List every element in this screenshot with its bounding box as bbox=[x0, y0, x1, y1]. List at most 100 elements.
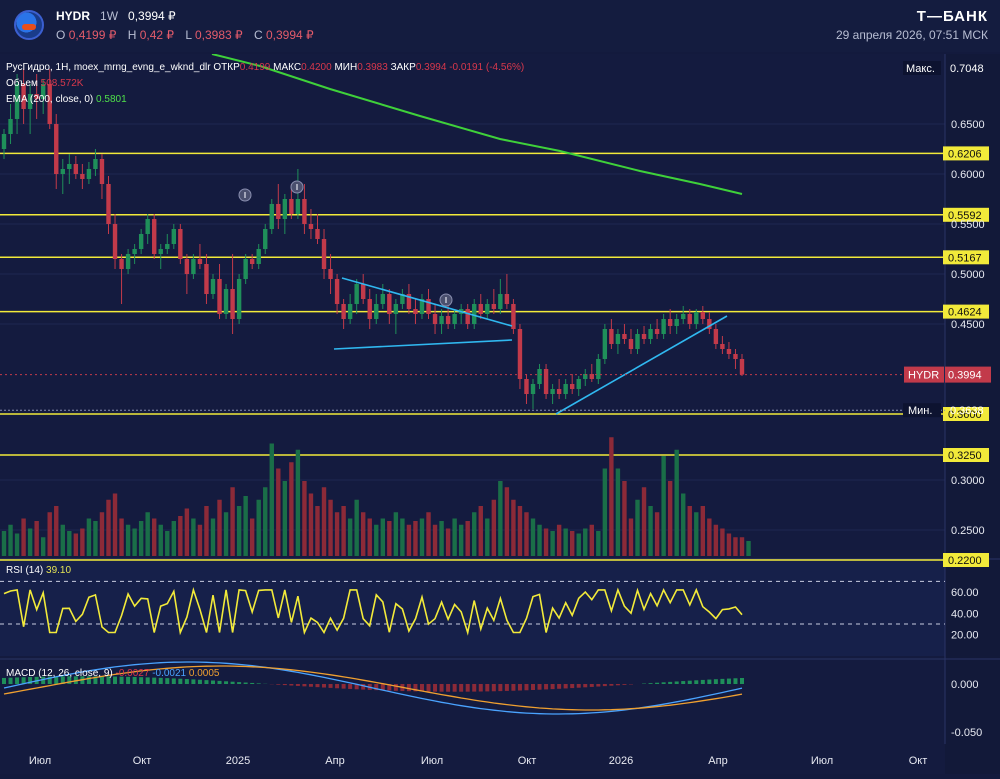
volume-bar bbox=[132, 529, 136, 557]
macd-hist-bar bbox=[668, 682, 672, 684]
macd-hist-bar bbox=[570, 684, 574, 688]
candle bbox=[74, 164, 78, 174]
close-value: 0,3994 ₽ bbox=[266, 28, 314, 42]
open-label: O bbox=[56, 28, 65, 42]
candle bbox=[557, 389, 561, 394]
volume-bar bbox=[67, 531, 71, 556]
x-tick-label: Июл bbox=[421, 755, 443, 767]
volume-bar bbox=[113, 494, 117, 557]
candle bbox=[309, 224, 313, 229]
macd-hist-bar bbox=[564, 684, 568, 688]
price-tick-label: 0.6000 bbox=[951, 169, 985, 181]
volume-bar bbox=[452, 519, 456, 557]
volume-bar bbox=[668, 481, 672, 556]
volume-bar bbox=[28, 529, 32, 557]
candle bbox=[603, 329, 607, 359]
candle bbox=[230, 289, 234, 319]
volume-bar bbox=[335, 512, 339, 556]
volume-bar bbox=[237, 506, 241, 556]
volume-bar bbox=[707, 519, 711, 557]
volume-bar bbox=[590, 525, 594, 556]
volume-bar bbox=[224, 512, 228, 556]
volume-bar bbox=[204, 506, 208, 556]
legend-open-label: ОТКР bbox=[213, 62, 239, 73]
volume-bar bbox=[152, 519, 156, 557]
volume-bar bbox=[635, 500, 639, 556]
macd-hist-bar bbox=[218, 681, 222, 684]
candle bbox=[701, 312, 705, 319]
volume-label: Объем bbox=[6, 78, 38, 89]
macd-hist-bar bbox=[590, 684, 594, 687]
macd-hist-bar bbox=[583, 684, 587, 687]
volume-bar bbox=[407, 525, 411, 556]
volume-bar bbox=[714, 525, 718, 556]
candle bbox=[106, 184, 110, 224]
candle bbox=[498, 294, 502, 309]
candle bbox=[550, 389, 554, 394]
volume-bar bbox=[465, 521, 469, 556]
rsi-tick-label: 40.00 bbox=[951, 608, 979, 620]
volume-bar bbox=[394, 512, 398, 556]
volume-bar bbox=[322, 487, 326, 556]
candle bbox=[518, 329, 522, 379]
macd-hist-bar bbox=[453, 684, 457, 692]
x-tick-label: 2025 bbox=[226, 755, 250, 767]
volume-bar bbox=[139, 521, 143, 556]
macd-hist-bar bbox=[440, 684, 444, 692]
volume-bar bbox=[100, 512, 104, 556]
volume-bar bbox=[511, 500, 515, 556]
candle bbox=[54, 124, 58, 174]
macd-hist-bar bbox=[446, 684, 450, 692]
chart-svg[interactable]: 0.62060.55920.51670.46240.36000.32500.22… bbox=[0, 54, 1000, 774]
macd-hist-bar bbox=[694, 680, 698, 684]
macd-hist-bar bbox=[211, 680, 215, 684]
candle bbox=[257, 249, 261, 264]
x-tick-label: Апр bbox=[325, 755, 344, 767]
candle bbox=[381, 294, 385, 304]
legend-change: -0.0191 (-4.56%) bbox=[449, 62, 524, 73]
volume-bar bbox=[61, 525, 65, 556]
macd-hist-bar bbox=[348, 684, 352, 689]
low-label: L bbox=[185, 28, 191, 42]
macd-hist-bar bbox=[433, 684, 437, 692]
volume-bar bbox=[368, 519, 372, 557]
interval[interactable]: 1W bbox=[100, 9, 118, 23]
x-tick-label: Июл bbox=[811, 755, 833, 767]
macd-hist-bar bbox=[727, 679, 731, 684]
volume-bar bbox=[642, 487, 646, 556]
macd-hist-bar bbox=[551, 684, 555, 689]
macd-hist-bar bbox=[649, 683, 653, 684]
volume-bar bbox=[472, 512, 476, 556]
rsi-label: RSI (14) bbox=[6, 565, 43, 576]
candle bbox=[270, 204, 274, 229]
candle bbox=[67, 164, 71, 169]
candle bbox=[211, 279, 215, 294]
legend-high-label: МАКС bbox=[273, 62, 301, 73]
candle bbox=[674, 319, 678, 326]
macd-hist-bar bbox=[342, 684, 346, 689]
volume-bar bbox=[518, 506, 522, 556]
volume-bar bbox=[570, 531, 574, 556]
min-value: 0.3638 bbox=[950, 405, 984, 417]
macd-hist-bar bbox=[740, 678, 744, 684]
price-tick-label: 0.4500 bbox=[951, 319, 985, 331]
candle bbox=[191, 259, 195, 274]
volume-bar bbox=[191, 519, 195, 557]
volume-bar bbox=[21, 519, 25, 557]
volume-bar bbox=[381, 519, 385, 557]
price-tick-label: 0.6500 bbox=[951, 119, 985, 131]
candle bbox=[159, 249, 163, 254]
volume-bar bbox=[701, 506, 705, 556]
candle bbox=[439, 316, 443, 324]
macd-value-2: -0.0021 bbox=[152, 668, 186, 679]
macd-hist-bar bbox=[603, 684, 607, 686]
candle bbox=[485, 304, 489, 314]
close-label: C bbox=[254, 28, 263, 42]
candle bbox=[374, 304, 378, 319]
macd-hist-bar bbox=[329, 684, 333, 688]
candle bbox=[446, 316, 450, 324]
symbol[interactable]: HYDR bbox=[56, 9, 90, 23]
volume-bar bbox=[655, 512, 659, 556]
volume-bar bbox=[505, 487, 509, 556]
